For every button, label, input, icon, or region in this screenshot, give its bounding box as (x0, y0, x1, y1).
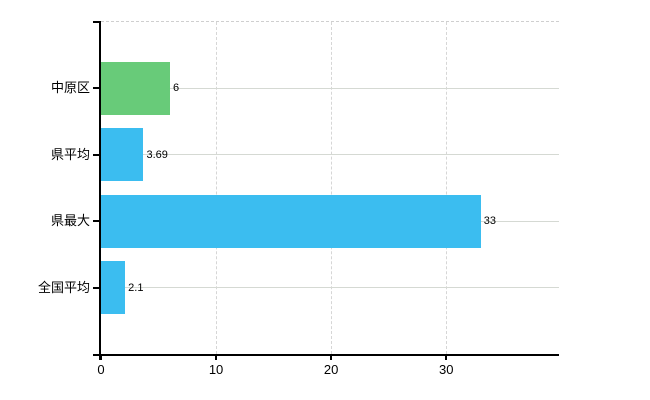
x-axis-tick (100, 354, 102, 360)
y-axis-tick (93, 286, 101, 289)
x-axis (93, 354, 559, 356)
y-axis-tick (93, 87, 101, 90)
bar-value-label: 33 (483, 215, 496, 228)
y-axis-top-tick (93, 21, 101, 23)
horizontal-gridline (101, 154, 559, 156)
horizontal-gridline (101, 287, 559, 289)
category-label: 県最大 (50, 213, 90, 229)
x-tick-label: 10 (208, 362, 224, 377)
y-axis-tick (93, 220, 101, 223)
vertical-gridline (216, 22, 218, 354)
vertical-gridline (446, 22, 448, 354)
plot-area: 6 3.69 33 2.1 (93, 21, 559, 360)
horizontal-gridline (101, 87, 559, 89)
bar-value-label: 6 (173, 82, 180, 95)
x-axis-tick (215, 354, 218, 360)
y-axis-tick (93, 153, 101, 156)
x-tick-label: 20 (323, 362, 339, 377)
vertical-gridline (331, 22, 333, 354)
bar (101, 194, 481, 248)
category-label: 県平均 (50, 146, 90, 162)
bar (101, 128, 144, 182)
plot-top-border (101, 21, 559, 22)
x-tick-label: 0 (97, 362, 105, 377)
x-axis-tick (330, 354, 333, 360)
x-tick-label: 30 (438, 362, 454, 377)
bar (101, 261, 126, 315)
bar-value-label: 3.69 (146, 148, 168, 161)
bar-value-label: 2.1 (128, 281, 144, 294)
x-axis-tick (445, 354, 448, 360)
bar (101, 61, 171, 115)
category-label: 中原区 (50, 80, 90, 96)
y-axis (99, 21, 101, 360)
category-label: 全国平均 (37, 279, 90, 295)
